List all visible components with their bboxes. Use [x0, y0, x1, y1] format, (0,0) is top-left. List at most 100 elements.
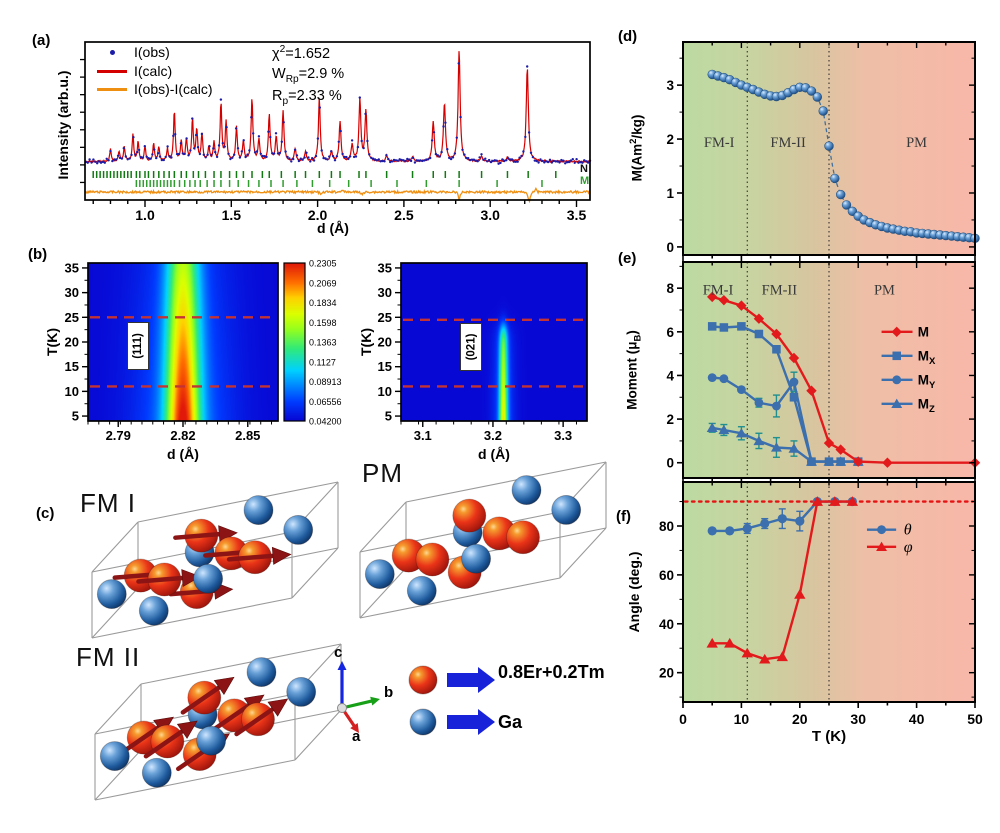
- series-M-marker: [823, 437, 835, 449]
- iobs-point: [253, 151, 257, 154]
- idiff-line-icon: [96, 87, 128, 91]
- iobs-point: [124, 155, 128, 158]
- iobs-point: [170, 156, 173, 159]
- y-tick-label: 6: [666, 325, 674, 340]
- iobs-point: [482, 158, 485, 161]
- panel-e-ylabel: Moment (μB): [624, 330, 644, 410]
- iobs-point: [546, 160, 550, 164]
- iobs-point: [467, 157, 470, 160]
- series-MZ-marker: [823, 456, 835, 466]
- iobs-point: [358, 96, 361, 99]
- moment-arrow-shaft: [120, 723, 163, 755]
- iobs-point: [324, 157, 327, 160]
- b-axis-arrow-head: [370, 696, 380, 706]
- cell-edge: [94, 683, 142, 735]
- iobs-point: [94, 160, 97, 163]
- ga-atom: [196, 725, 227, 756]
- moment-arrow-head: [213, 676, 235, 695]
- iobs-point: [402, 159, 405, 162]
- iobs-point: [381, 159, 384, 163]
- y-tick-label: 25: [65, 310, 79, 325]
- iobs-point: [373, 158, 377, 161]
- magnetization-point: [841, 200, 852, 210]
- plot-frame: [682, 481, 976, 703]
- iobs-point: [463, 153, 466, 156]
- iobs-point: [453, 152, 457, 155]
- cell-edge: [291, 547, 339, 599]
- iobs-point: [368, 153, 371, 156]
- series-MX-marker: [754, 329, 764, 339]
- iobs-point: [303, 156, 306, 159]
- iobs-point: [508, 158, 512, 161]
- iobs-point: [301, 158, 304, 161]
- iobs-point: [312, 159, 316, 162]
- iobs-point: [339, 129, 342, 133]
- y-tick-label: 80: [659, 519, 674, 534]
- x-tick-label: 10: [734, 711, 750, 727]
- x-tick-label: 1.5: [222, 207, 242, 223]
- iobs-point: [406, 157, 409, 161]
- iobs-point: [242, 139, 245, 142]
- colorbar-tick-label: 0.2069: [309, 278, 337, 288]
- legend-M-label: M: [918, 324, 929, 339]
- iobs-point: [556, 160, 559, 163]
- iobs-point: [408, 158, 411, 161]
- iobs-point: [272, 152, 276, 155]
- iobs-point: [337, 140, 340, 143]
- iobs-point: [565, 161, 569, 164]
- iobs-point: [396, 159, 399, 162]
- iobs-point: [96, 162, 99, 165]
- x-tick-label: 3.5: [567, 207, 587, 223]
- moment-arrow-head: [176, 720, 198, 739]
- colorbar-tick-label: 0.1363: [309, 338, 337, 348]
- iobs-point: [143, 145, 146, 148]
- iobs-point: [267, 130, 270, 133]
- iobs-point: [569, 159, 573, 162]
- iobs-point: [390, 160, 394, 163]
- iobs-point: [478, 156, 481, 159]
- ga-atom: [99, 741, 130, 771]
- iobs-point: [341, 152, 344, 156]
- iobs-point: [318, 106, 321, 109]
- iobs-point: [286, 155, 289, 159]
- iobs-point: [293, 148, 297, 151]
- series-MX-marker: [719, 323, 729, 332]
- iobs-point: [137, 148, 141, 152]
- iobs-point: [259, 152, 262, 155]
- iobs-point: [362, 146, 365, 150]
- colorbar-tick-label: 0.04200: [309, 417, 342, 427]
- iobs-point: [278, 151, 282, 155]
- iobs-point: [255, 150, 259, 153]
- phase-region-label: FM-I: [703, 283, 734, 299]
- iobs-point: [183, 152, 186, 156]
- iobs-point: [223, 145, 226, 148]
- legend-sub: Z: [929, 404, 935, 415]
- colorbar-tick-label: 0.1598: [309, 318, 337, 328]
- iobs-point: [389, 160, 392, 164]
- iobs-point: [581, 161, 584, 164]
- iobs-point: [181, 152, 184, 155]
- iobs-point: [425, 158, 428, 161]
- iobs-point: [512, 160, 516, 163]
- ga-atom: [96, 579, 127, 609]
- x-tick-label: 3.2: [484, 428, 502, 443]
- iobs-point: [505, 159, 508, 162]
- er-tm-atom: [415, 542, 450, 577]
- cell-edge: [140, 643, 342, 685]
- iobs-point: [113, 158, 116, 161]
- y-tick-label: 60: [659, 568, 674, 583]
- iobs-point: [101, 160, 105, 164]
- iobs-point: [97, 160, 101, 163]
- series-φ-marker: [811, 496, 823, 506]
- iobs-point: [164, 155, 167, 159]
- legend-φ-label: φ: [904, 539, 913, 556]
- iobs-point: [210, 153, 213, 156]
- iobs-point: [219, 98, 223, 101]
- iobs-point: [577, 161, 580, 164]
- iobs-point: [411, 156, 415, 160]
- panel-e-letter: (e): [618, 250, 637, 267]
- iobs-point: [288, 157, 291, 160]
- iobs-point: [330, 150, 333, 153]
- x-tick-label: 30: [850, 711, 866, 727]
- magnetization-point: [830, 173, 840, 184]
